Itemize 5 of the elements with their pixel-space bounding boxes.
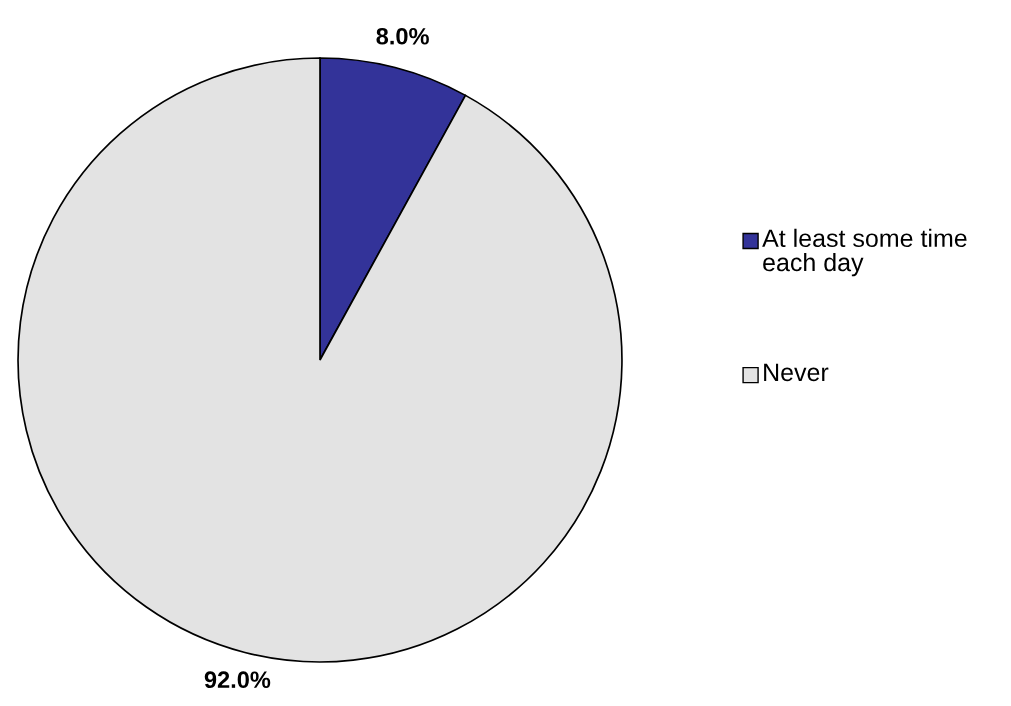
data-label: 8.0% (376, 27, 429, 45)
legend-label: At least some time each day (762, 228, 967, 277)
data-label: 92.0% (204, 671, 271, 689)
pie-slice (17, 57, 623, 663)
legend-label: Never (764, 363, 829, 382)
